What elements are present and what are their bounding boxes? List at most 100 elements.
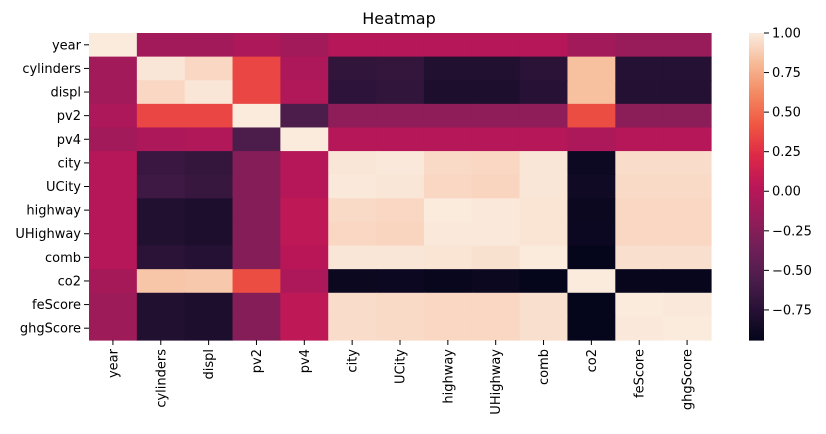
colorbar-segment [749, 212, 764, 216]
heatmap-cell-cylinders-displ [184, 56, 234, 81]
y-tick-label: pv4 [57, 133, 81, 148]
colorbar-tick-label: −0.50 [772, 264, 812, 279]
heatmap-cell-UHighway-feScore [615, 221, 664, 247]
heatmap-cell-highway-year [89, 198, 138, 223]
colorbar-segment [749, 48, 764, 52]
heatmap-cell-displ-cylinders [136, 80, 186, 105]
heatmap-cell-pv4-ghgScore [663, 127, 712, 152]
colorbar-segment [749, 35, 764, 39]
colorbar-segment [749, 306, 764, 310]
heatmap-cell-UHighway-UHighway [471, 221, 521, 247]
colorbar-segment [749, 81, 764, 85]
y-tick-label: displ [50, 86, 81, 101]
colorbar-segment [749, 89, 764, 93]
colorbar-segment [749, 109, 764, 113]
y-tick-label: pv2 [57, 109, 81, 124]
heatmap-cell-UCity-ghgScore [663, 174, 712, 199]
colorbar-segment [749, 304, 764, 308]
x-tick-label: displ [202, 349, 217, 380]
heatmap-cell-pv2-cylinders [136, 103, 186, 129]
heatmap-cell-co2-pv4 [280, 269, 329, 294]
x-tick-label: cylinders [154, 349, 169, 408]
colorbar-segment [749, 222, 764, 226]
heatmap-cell-co2-ghgScore [663, 269, 712, 294]
x-tick-label: ghgScore [681, 349, 696, 410]
colorbar-segment [749, 143, 764, 147]
x-tick-label: UHighway [489, 349, 504, 415]
heatmap-cell-ghgScore-cylinders [136, 316, 186, 341]
colorbar-segment [749, 265, 764, 269]
heatmap-cell-highway-UCity [376, 198, 425, 223]
colorbar-segment [749, 337, 764, 341]
colorbar-segment [749, 255, 764, 259]
colorbar-segment [749, 76, 764, 80]
heatmap-cell-feScore-city [328, 292, 377, 317]
colorbar-segment [749, 114, 764, 119]
colorbar-segment [749, 102, 764, 106]
heatmap-cell-ghgScore-UCity [376, 316, 425, 341]
colorbar-segment [749, 56, 764, 60]
x-tick-label: UCity [394, 349, 409, 384]
heatmap-cell-UHighway-co2 [567, 221, 616, 247]
heatmap-cell-co2-displ [184, 269, 234, 294]
colorbar-segment [749, 33, 764, 37]
heatmap-cell-pv4-city [328, 127, 377, 152]
colorbar-segment [749, 130, 764, 134]
heatmap-cell-UHighway-displ [184, 221, 234, 247]
colorbar-segment [749, 117, 764, 121]
heatmap-cell-UHighway-UCity [376, 221, 425, 247]
y-tick-label: feScore [32, 298, 81, 313]
heatmap-cell-pv4-pv2 [232, 127, 281, 152]
y-tick-label: UCity [46, 180, 81, 195]
colorbar-segment [749, 183, 764, 188]
colorbar-segment [749, 194, 764, 198]
colorbar-segment [749, 268, 764, 272]
colorbar-segment [749, 132, 764, 136]
heatmap-cell-co2-co2 [567, 269, 616, 294]
heatmap-cell-pv4-comb [519, 127, 569, 152]
colorbar-segment [749, 171, 764, 175]
heatmap-cell-feScore-cylinders [136, 292, 186, 317]
colorbar-segment [749, 293, 764, 298]
colorbar-segment [749, 247, 764, 252]
heatmap-cell-displ-comb [519, 80, 569, 105]
colorbar-segment [749, 40, 764, 44]
colorbar-segment [749, 68, 764, 72]
colorbar-tick-label: 0.50 [772, 106, 801, 121]
heatmap-cell-city-comb [519, 151, 569, 176]
heatmap-cell-co2-pv2 [232, 269, 281, 294]
heatmap-cell-comb-highway [423, 245, 473, 270]
colorbar-segment [749, 309, 764, 313]
colorbar-tick-label: 0.25 [772, 145, 801, 160]
heatmap-cell-comb-pv4 [280, 245, 329, 270]
heatmap-cell-pv4-year [89, 127, 138, 152]
heatmap-cell-displ-UHighway [471, 80, 521, 105]
heatmap-cell-pv2-highway [423, 103, 473, 129]
colorbar-segment [749, 53, 764, 57]
heatmap-cell-year-city [328, 33, 377, 58]
x-tick-label: pv4 [298, 349, 313, 373]
heatmap-cell-ghgScore-displ [184, 316, 234, 341]
colorbar-segment [749, 240, 764, 244]
heatmap-cell-co2-feScore [615, 269, 664, 294]
colorbar-segment [749, 71, 764, 75]
colorbar-segment [749, 66, 764, 70]
heatmap-cell-UCity-cylinders [136, 174, 186, 199]
colorbar-segment [749, 253, 764, 257]
heatmap-cell-feScore-year [89, 292, 138, 317]
heatmap-cell-pv4-UCity [376, 127, 425, 152]
colorbar-segment [749, 224, 764, 229]
colorbar-segment [749, 258, 764, 262]
heatmap-cell-comb-co2 [567, 245, 616, 270]
colorbar-segment [749, 43, 764, 47]
colorbar-segment [749, 324, 764, 328]
colorbar-tick-label: 0.75 [772, 66, 801, 81]
chart-title: Heatmap [362, 9, 436, 28]
heatmap-cell-comb-pv2 [232, 245, 281, 270]
heatmap-cell-comb-ghgScore [663, 245, 712, 270]
heatmap-cell-UCity-highway [423, 174, 473, 199]
colorbar-segment [749, 38, 764, 42]
colorbar-segment [749, 217, 764, 221]
y-tick-label: year [52, 38, 82, 53]
